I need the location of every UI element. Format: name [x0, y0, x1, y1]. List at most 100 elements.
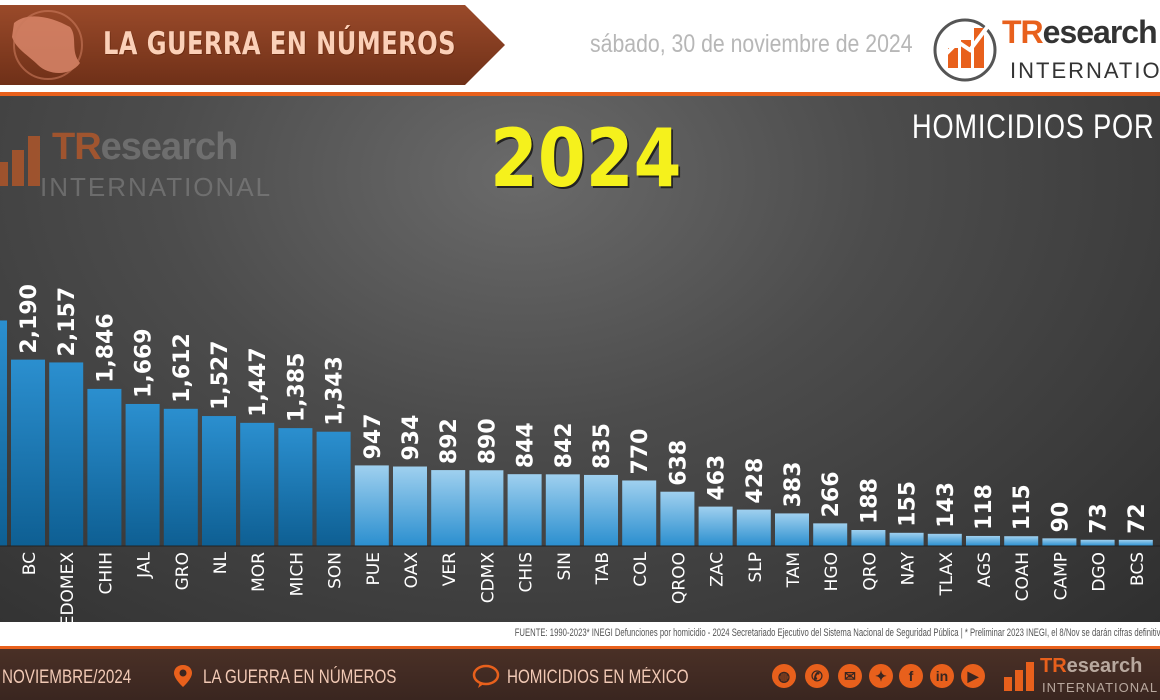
category-label: AGS [975, 552, 995, 587]
header: LA GUERRA EN NÚMEROS sábado, 30 de novie… [0, 0, 1160, 96]
whatsapp-icon[interactable]: ✆ [805, 664, 829, 688]
value-label: 463 [705, 455, 730, 501]
value-label: 115 [1010, 484, 1035, 530]
email-icon[interactable]: ✉ [838, 664, 862, 688]
bar-col [622, 480, 657, 546]
bar-sin [545, 474, 580, 546]
bar-bc [11, 359, 45, 546]
category-label: GRO [173, 552, 193, 590]
bar-cdmx [469, 470, 504, 546]
facebook-icon[interactable]: f [899, 664, 923, 688]
value-label: 1,527 [208, 340, 233, 410]
value-label: 383 [781, 461, 806, 507]
category-label: NL [211, 551, 231, 574]
value-label: 638 [666, 440, 691, 486]
category-label: SLP [746, 552, 766, 583]
watermark-name: TResearch [52, 126, 238, 168]
category-label: TLAX [937, 552, 957, 597]
value-label: 1,447 [246, 347, 271, 417]
footer-logo: TResearch INTERNATIONAL [1000, 653, 1160, 699]
watermark-logo: TResearch INTERNATIONAL [0, 124, 270, 204]
footer-logo-subtitle: INTERNATIONAL [1042, 680, 1159, 695]
category-label: ZAC [708, 552, 728, 587]
category-label: SON [326, 552, 346, 589]
youtube-icon[interactable]: ▶ [961, 664, 985, 688]
category-label: QROO [669, 552, 689, 604]
category-label: CAMP [1051, 552, 1071, 600]
value-label: 73 [1087, 503, 1112, 534]
value-label: 1,612 [170, 333, 195, 403]
value-label: 1,669 [132, 328, 157, 398]
bar-ags [966, 535, 1000, 546]
chart-panel: TResearch INTERNATIONAL 2024 HOMICIDIOS … [0, 96, 1160, 622]
bar-chart: 2,190 BC 2,157 EDOMEX 1,846 CHIH 1,669 JAL 1,612… [0, 284, 1160, 622]
bar-tam [775, 513, 809, 546]
bar-bcs [1118, 539, 1153, 546]
bar-son [316, 431, 351, 546]
bar-oax [393, 466, 427, 546]
twitter-icon[interactable]: ✦ [869, 664, 893, 688]
category-label: QRO [860, 552, 880, 591]
chart-title: HOMICIDIOS POR AÑ [912, 108, 1160, 146]
footer-date: NOVIEMBRE/2024 [2, 667, 132, 688]
value-label: 2,157 [55, 287, 80, 357]
value-label: 1,343 [323, 356, 348, 426]
bar-qro [851, 530, 886, 546]
category-label: MOR [249, 552, 269, 592]
footer-logo-name: TResearch [1040, 655, 1143, 677]
value-label: 72 [1125, 503, 1150, 534]
bar-dgo [1080, 539, 1115, 546]
category-label: TAM [784, 552, 804, 588]
category-label: SIN [555, 552, 575, 581]
category-label: OAX [402, 552, 422, 589]
watermark-subtitle: INTERNATIONAL [40, 172, 273, 202]
bar-pue [354, 465, 389, 546]
value-label: 2,190 [17, 284, 42, 354]
category-label: PUE [364, 552, 384, 585]
value-label: 890 [475, 418, 500, 464]
category-label: VER [440, 552, 460, 586]
bar-ver [431, 470, 466, 546]
footer-section-guerra[interactable]: LA GUERRA EN NÚMEROS [203, 667, 397, 688]
bar-hgo [813, 523, 848, 546]
bar-chis [507, 474, 542, 546]
value-label: 1,385 [284, 353, 309, 423]
footer: NOVIEMBRE/2024 LA GUERRA EN NÚMEROS HOMI… [0, 646, 1160, 700]
category-label: COL [631, 551, 651, 586]
location-pin-icon [174, 665, 192, 687]
value-label: 155 [896, 481, 921, 527]
value-label: 428 [743, 458, 768, 504]
value-label: 118 [972, 484, 997, 530]
value-label: 770 [628, 429, 653, 475]
category-label: JAL [135, 551, 155, 578]
footer-section-homicidios[interactable]: HOMICIDIOS EN MÉXICO [507, 667, 689, 688]
value-label: 947 [361, 413, 386, 459]
title-banner [0, 5, 505, 85]
linkedin-icon[interactable]: in [930, 664, 954, 688]
category-label: CDMX [478, 552, 498, 604]
category-label: CHIS [517, 552, 537, 592]
bar-qroo [660, 491, 695, 546]
logo-name: TResearch [1002, 14, 1158, 50]
value-label: 844 [514, 422, 539, 468]
category-label: DGO [1090, 552, 1110, 592]
value-label: 842 [552, 422, 577, 468]
bar-mich [278, 428, 313, 546]
value-label: 266 [819, 471, 844, 517]
category-label: EDOMEX [58, 552, 78, 622]
logo-subtitle: INTERNATIONAL [1010, 58, 1160, 83]
bar-mor [240, 422, 275, 546]
banner-title: LA GUERRA EN NÚMEROS [103, 26, 456, 62]
value-label: 892 [437, 418, 462, 464]
tresearch-logo: TResearch INTERNATIONAL [930, 12, 1160, 83]
logo-mark-icon [933, 18, 997, 82]
category-label: COAH [1013, 552, 1033, 601]
globe-icon[interactable]: ◍ [772, 664, 796, 688]
value-label: 188 [857, 478, 882, 524]
value-label: 143 [934, 482, 959, 528]
bar-chih [87, 388, 122, 546]
bar-camp [1042, 538, 1077, 546]
source-bar: FUENTE: 1990-2023* INEGI Defunciones por… [0, 622, 1160, 646]
bar-coah [1004, 536, 1039, 546]
source-note: FUENTE: 1990-2023* INEGI Defunciones por… [514, 627, 1160, 639]
